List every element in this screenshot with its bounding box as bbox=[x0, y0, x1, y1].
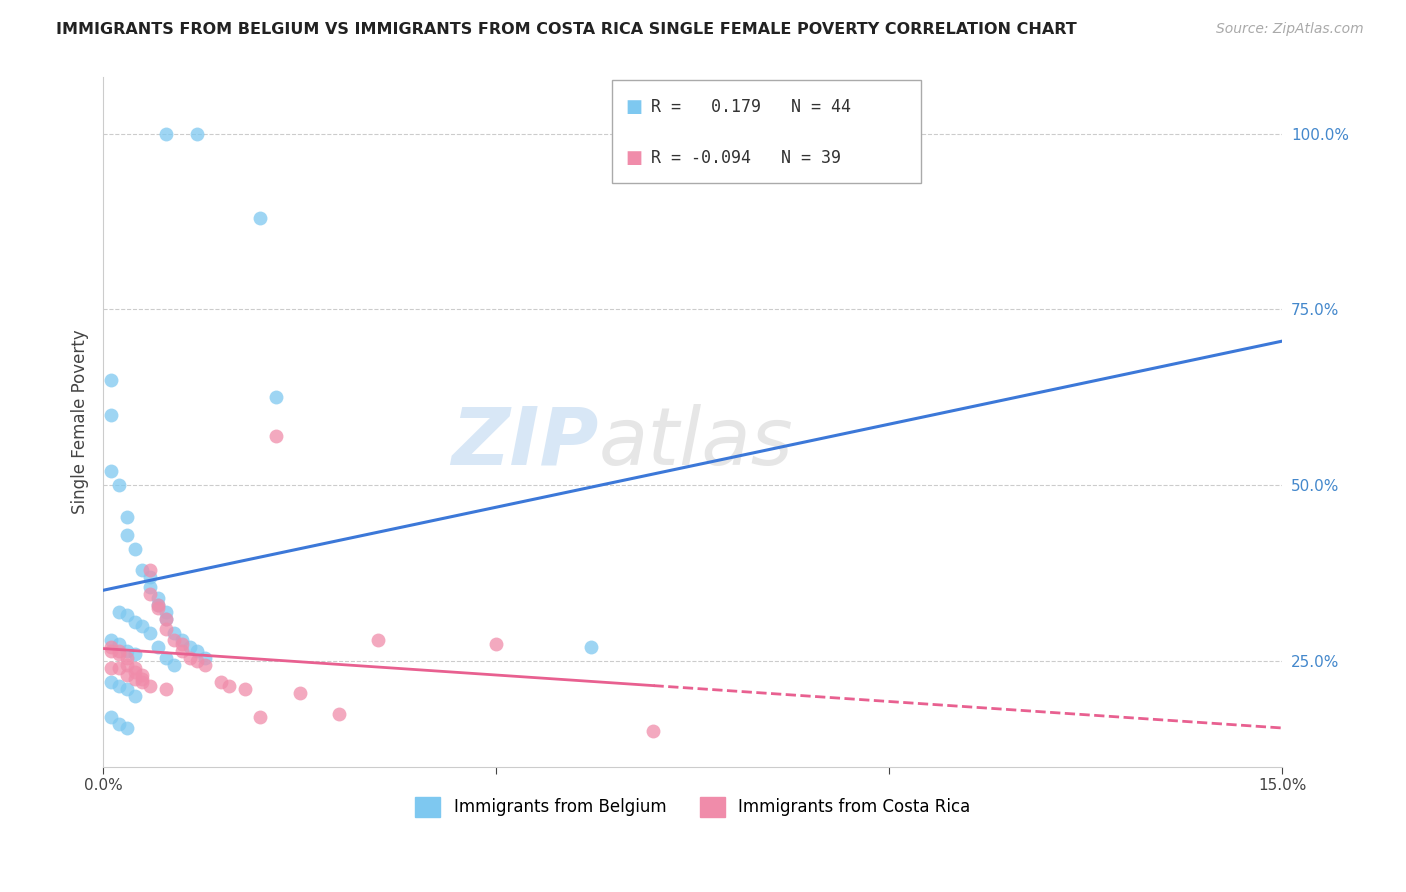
Point bbox=[249, 211, 271, 225]
Text: Source: ZipAtlas.com: Source: ZipAtlas.com bbox=[1216, 22, 1364, 37]
Point bbox=[643, 724, 665, 739]
Point bbox=[249, 710, 271, 724]
Point bbox=[139, 626, 162, 640]
Point bbox=[139, 587, 162, 601]
Point bbox=[131, 563, 153, 577]
Text: ■: ■ bbox=[626, 98, 643, 116]
Point bbox=[155, 682, 177, 697]
Point bbox=[100, 710, 122, 724]
Point bbox=[139, 563, 162, 577]
Point bbox=[209, 675, 232, 690]
Point bbox=[108, 647, 131, 661]
Point bbox=[108, 636, 131, 650]
Point bbox=[328, 706, 350, 721]
Point bbox=[170, 632, 193, 647]
Point bbox=[115, 608, 138, 623]
Point bbox=[163, 657, 186, 672]
Point bbox=[100, 675, 122, 690]
Point bbox=[124, 647, 146, 661]
Point bbox=[179, 640, 201, 654]
Point bbox=[100, 643, 122, 657]
Point bbox=[233, 682, 256, 697]
Point bbox=[115, 668, 138, 682]
Point bbox=[115, 682, 138, 697]
Point bbox=[579, 640, 602, 654]
Point bbox=[108, 717, 131, 731]
Text: atlas: atlas bbox=[599, 404, 793, 482]
Point bbox=[218, 679, 240, 693]
Point bbox=[115, 657, 138, 672]
Point bbox=[264, 391, 287, 405]
Point bbox=[124, 615, 146, 630]
Point bbox=[100, 464, 122, 478]
Point bbox=[124, 690, 146, 704]
Point bbox=[115, 527, 138, 541]
Y-axis label: Single Female Poverty: Single Female Poverty bbox=[72, 330, 89, 515]
Point bbox=[146, 591, 169, 605]
Point bbox=[179, 650, 201, 665]
Point bbox=[194, 650, 217, 665]
Point bbox=[186, 643, 208, 657]
Point bbox=[108, 661, 131, 675]
Point bbox=[170, 636, 193, 650]
Point bbox=[155, 127, 177, 141]
Point bbox=[146, 598, 169, 612]
Point bbox=[186, 127, 208, 141]
Point bbox=[170, 643, 193, 657]
Point bbox=[367, 632, 389, 647]
Point bbox=[115, 643, 138, 657]
Point bbox=[155, 612, 177, 626]
Point bbox=[108, 478, 131, 492]
Point bbox=[124, 541, 146, 556]
Point bbox=[124, 672, 146, 686]
Text: ■: ■ bbox=[626, 149, 643, 167]
Point bbox=[485, 636, 508, 650]
Point bbox=[115, 721, 138, 735]
Point bbox=[124, 661, 146, 675]
Point bbox=[139, 679, 162, 693]
Point bbox=[100, 661, 122, 675]
Point bbox=[108, 643, 131, 657]
Point bbox=[163, 632, 186, 647]
Point bbox=[146, 598, 169, 612]
Point bbox=[146, 640, 169, 654]
Point bbox=[131, 619, 153, 633]
Point bbox=[131, 675, 153, 690]
Point bbox=[139, 580, 162, 594]
Point bbox=[115, 510, 138, 524]
Point bbox=[108, 679, 131, 693]
Text: ZIP: ZIP bbox=[451, 404, 599, 482]
Point bbox=[100, 632, 122, 647]
Point bbox=[139, 570, 162, 584]
Point bbox=[100, 640, 122, 654]
Point bbox=[155, 650, 177, 665]
Text: R = -0.094   N = 39: R = -0.094 N = 39 bbox=[651, 149, 841, 167]
Point bbox=[155, 623, 177, 637]
Point bbox=[155, 612, 177, 626]
Point bbox=[108, 605, 131, 619]
Text: IMMIGRANTS FROM BELGIUM VS IMMIGRANTS FROM COSTA RICA SINGLE FEMALE POVERTY CORR: IMMIGRANTS FROM BELGIUM VS IMMIGRANTS FR… bbox=[56, 22, 1077, 37]
Point bbox=[100, 373, 122, 387]
Point bbox=[146, 601, 169, 615]
Point bbox=[115, 650, 138, 665]
Point bbox=[131, 668, 153, 682]
Point bbox=[163, 626, 186, 640]
Point bbox=[288, 686, 311, 700]
Point bbox=[100, 408, 122, 422]
Point bbox=[186, 654, 208, 668]
Point bbox=[264, 429, 287, 443]
Point bbox=[194, 657, 217, 672]
Point bbox=[131, 672, 153, 686]
Legend: Immigrants from Belgium, Immigrants from Costa Rica: Immigrants from Belgium, Immigrants from… bbox=[409, 790, 977, 823]
Point bbox=[124, 665, 146, 679]
Point bbox=[155, 605, 177, 619]
Text: R =   0.179   N = 44: R = 0.179 N = 44 bbox=[651, 98, 851, 116]
